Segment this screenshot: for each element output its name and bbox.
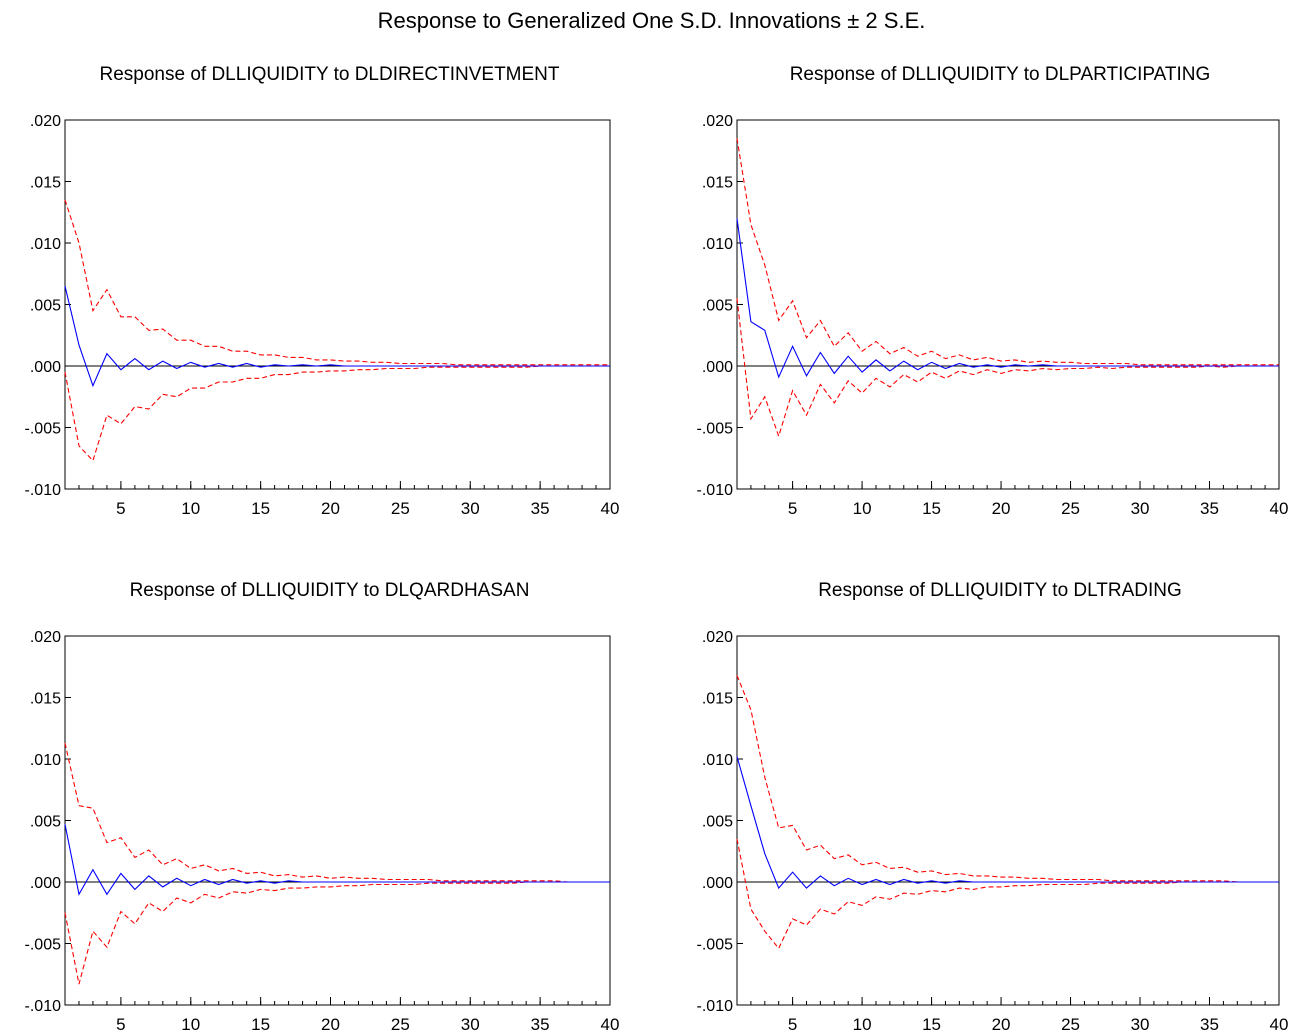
- lower-band-line: [737, 839, 1279, 948]
- x-tick-label: 35: [531, 499, 550, 518]
- x-tick-label: 25: [1061, 499, 1080, 518]
- x-tick-label: 15: [922, 1015, 941, 1034]
- x-tick-label: 35: [531, 1015, 550, 1034]
- y-tick-label: -.010: [25, 482, 62, 499]
- x-tick-label: 15: [251, 1015, 270, 1034]
- y-tick-label: .005: [30, 814, 61, 831]
- y-tick-label: .010: [30, 752, 61, 769]
- x-tick-label: 25: [391, 1015, 410, 1034]
- response-line: [65, 824, 610, 894]
- y-tick-label: .020: [30, 113, 61, 130]
- panel-title: Response of DLLIQUIDITY to DLPARTICIPATI…: [790, 64, 1211, 85]
- panel-title: Response of DLLIQUIDITY to DLTRADING: [818, 580, 1182, 601]
- x-tick-label: 10: [181, 1015, 200, 1034]
- x-tick-label: 20: [992, 1015, 1011, 1034]
- upper-band-line: [737, 675, 1279, 882]
- y-tick-label: .000: [702, 875, 733, 892]
- y-tick-label: .000: [702, 359, 733, 376]
- x-tick-label: 40: [601, 1015, 620, 1034]
- upper-band-line: [65, 743, 610, 882]
- y-tick-label: -.005: [25, 937, 62, 954]
- y-tick-label: .015: [30, 175, 61, 192]
- panel-title: Response of DLLIQUIDITY to DLDIRECTINVET…: [100, 64, 560, 85]
- y-tick-label: -.010: [25, 998, 62, 1015]
- panel-qardhasan: Response of DLLIQUIDITY to DLQARDHASAN -.…: [25, 580, 620, 1034]
- y-tick-label: .000: [30, 875, 61, 892]
- y-tick-label: .020: [30, 629, 61, 646]
- y-tick-label: .010: [702, 236, 733, 253]
- lower-band-line: [737, 298, 1279, 436]
- y-tick-label: -.005: [697, 421, 734, 438]
- plot-frame: [65, 120, 610, 489]
- y-tick-label: .005: [30, 298, 61, 315]
- x-tick-label: 25: [1061, 1015, 1080, 1034]
- y-tick-label: .020: [702, 629, 733, 646]
- upper-band-line: [65, 200, 610, 365]
- y-tick-label: -.005: [697, 937, 734, 954]
- x-tick-label: 20: [992, 499, 1011, 518]
- x-tick-label: 10: [853, 1015, 872, 1034]
- plot-frame: [737, 120, 1279, 489]
- response-line: [737, 757, 1279, 889]
- x-tick-label: 40: [1270, 499, 1289, 518]
- plot-frame: [737, 636, 1279, 1005]
- x-tick-label: 35: [1200, 499, 1219, 518]
- x-tick-label: 35: [1200, 1015, 1219, 1034]
- upper-band-line: [737, 138, 1279, 364]
- y-tick-label: -.010: [697, 998, 734, 1015]
- x-tick-label: 10: [181, 499, 200, 518]
- y-tick-label: .005: [702, 298, 733, 315]
- panel-directinvetment: Response of DLLIQUIDITY to DLDIRECTINVET…: [25, 64, 620, 518]
- x-tick-label: 10: [853, 499, 872, 518]
- y-tick-label: .005: [702, 814, 733, 831]
- y-tick-label: .010: [702, 752, 733, 769]
- x-tick-label: 25: [391, 499, 410, 518]
- x-tick-label: 20: [321, 499, 340, 518]
- x-tick-label: 30: [1131, 1015, 1150, 1034]
- x-tick-label: 20: [321, 1015, 340, 1034]
- y-tick-label: .020: [702, 113, 733, 130]
- x-tick-label: 5: [116, 1015, 125, 1034]
- panel-trading: Response of DLLIQUIDITY to DLTRADING -.01…: [697, 580, 1289, 1034]
- x-tick-label: 40: [1270, 1015, 1289, 1034]
- panel-title: Response of DLLIQUIDITY to DLQARDHASAN: [130, 580, 530, 601]
- y-tick-label: -.005: [25, 421, 62, 438]
- y-tick-label: .015: [702, 691, 733, 708]
- x-tick-label: 30: [461, 1015, 480, 1034]
- x-tick-label: 30: [461, 499, 480, 518]
- y-tick-label: .010: [30, 236, 61, 253]
- response-line: [737, 218, 1279, 377]
- x-tick-label: 15: [922, 499, 941, 518]
- lower-band-line: [65, 882, 610, 984]
- x-tick-label: 40: [601, 499, 620, 518]
- y-tick-label: -.010: [697, 482, 734, 499]
- x-tick-label: 5: [788, 499, 797, 518]
- plot-frame: [65, 636, 610, 1005]
- panel-participating: Response of DLLIQUIDITY to DLPARTICIPATI…: [697, 64, 1289, 518]
- y-tick-label: .000: [30, 359, 61, 376]
- x-tick-label: 5: [788, 1015, 797, 1034]
- y-tick-label: .015: [702, 175, 733, 192]
- lower-band-line: [65, 366, 610, 461]
- y-tick-label: .015: [30, 691, 61, 708]
- x-tick-label: 15: [251, 499, 270, 518]
- x-tick-label: 30: [1131, 499, 1150, 518]
- x-tick-label: 5: [116, 499, 125, 518]
